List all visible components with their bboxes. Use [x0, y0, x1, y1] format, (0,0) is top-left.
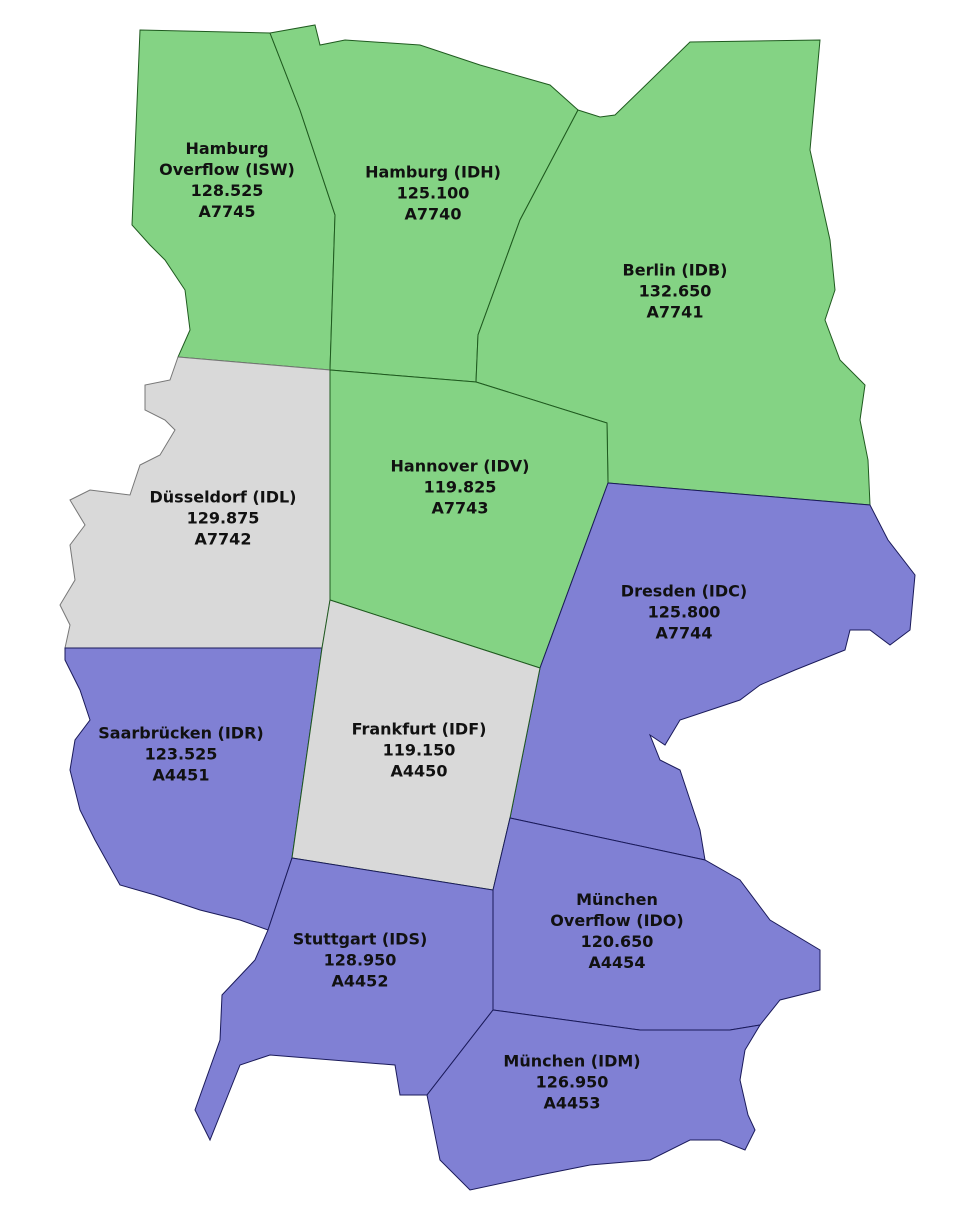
region-name: Hannover (IDV) [390, 456, 530, 476]
region-frequency: 128.950 [323, 950, 397, 970]
region-label: München (IDM) 126.950 A4453 [452, 1051, 692, 1114]
region-name: Dresden (IDC) [620, 581, 748, 601]
region-code: A4454 [588, 953, 646, 972]
region-code: A4452 [331, 971, 389, 991]
region-name: Hamburg Overflow (ISW) [159, 139, 295, 179]
region-name: München (IDM) [503, 1051, 641, 1071]
region-label: Düsseldorf (IDL) 129.875 A7742 [103, 487, 343, 550]
region-label: Hannover (IDV) 119.825 A7743 [340, 456, 580, 519]
region-frequency: 123.525 [144, 744, 218, 764]
region-code: A7745 [198, 202, 256, 221]
region-label: Dresden (IDC) 125.800 A7744 [564, 581, 804, 644]
region-frequency: 119.825 [423, 477, 497, 497]
region-code: A7740 [404, 204, 462, 224]
region-frequency: 125.800 [647, 602, 721, 622]
region-code: A4450 [390, 761, 448, 781]
region-name: Frankfurt (IDF) [351, 719, 487, 739]
region-label: Hamburg Overflow (ISW) 128.525 A7745 [157, 138, 297, 222]
region-code: A4453 [543, 1093, 601, 1113]
region-frequency: 119.150 [382, 740, 456, 760]
region-frequency: 129.875 [186, 508, 260, 528]
region-name: Stuttgart (IDS) [292, 929, 428, 949]
region-label: Frankfurt (IDF) 119.150 A4450 [299, 719, 539, 782]
region-name: Berlin (IDB) [622, 260, 728, 280]
region-name: Hamburg (IDH) [365, 162, 501, 182]
region-code: A7741 [646, 302, 704, 322]
region-frequency: 128.525 [190, 181, 264, 200]
region-name: Düsseldorf (IDL) [149, 487, 297, 507]
region-name: München Overflow (IDO) [550, 890, 684, 930]
region-label: Stuttgart (IDS) 128.950 A4452 [240, 929, 480, 992]
region-label: Hamburg (IDH) 125.100 A7740 [313, 162, 553, 225]
region-label: Berlin (IDB) 132.650 A7741 [555, 260, 795, 323]
region-frequency: 125.100 [396, 183, 470, 203]
region-code: A7744 [655, 623, 713, 643]
region-shape [426, 1009, 761, 1191]
region-code: A7742 [194, 529, 252, 549]
region-name: Saarbrücken (IDR) [98, 723, 264, 743]
region-frequency: 126.950 [535, 1072, 609, 1092]
region-code: A7743 [431, 498, 489, 518]
region-label: München Overflow (IDO) 120.650 A4454 [547, 889, 687, 973]
region-frequency: 132.650 [638, 281, 712, 301]
region-code: A4451 [152, 765, 210, 785]
region-label: Saarbrücken (IDR) 123.525 A4451 [61, 723, 301, 786]
region-frequency: 120.650 [580, 932, 654, 951]
region-shape [509, 482, 916, 861]
